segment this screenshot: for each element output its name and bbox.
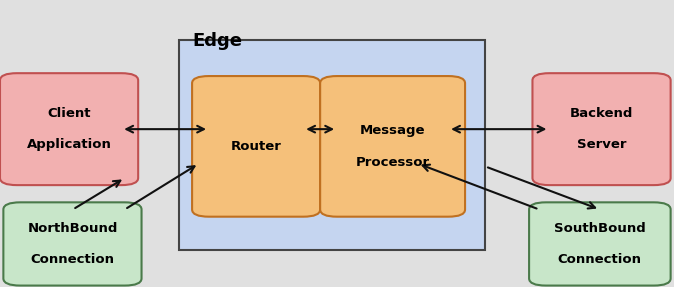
FancyBboxPatch shape xyxy=(179,40,485,250)
Text: Edge: Edge xyxy=(192,32,242,50)
FancyBboxPatch shape xyxy=(529,202,671,286)
Text: SouthBound: SouthBound xyxy=(554,222,646,235)
Text: Client: Client xyxy=(47,107,91,120)
Text: Processor: Processor xyxy=(356,156,429,169)
FancyBboxPatch shape xyxy=(320,76,465,217)
FancyBboxPatch shape xyxy=(0,73,138,185)
Text: Connection: Connection xyxy=(30,253,115,266)
Text: Router: Router xyxy=(231,140,282,153)
Text: Connection: Connection xyxy=(558,253,642,266)
Text: Backend: Backend xyxy=(570,107,634,120)
Text: NorthBound: NorthBound xyxy=(27,222,118,235)
FancyBboxPatch shape xyxy=(532,73,671,185)
Text: Message: Message xyxy=(360,124,425,137)
Text: Server: Server xyxy=(577,138,626,152)
FancyBboxPatch shape xyxy=(3,202,142,286)
Text: Application: Application xyxy=(27,138,111,152)
FancyBboxPatch shape xyxy=(192,76,320,217)
